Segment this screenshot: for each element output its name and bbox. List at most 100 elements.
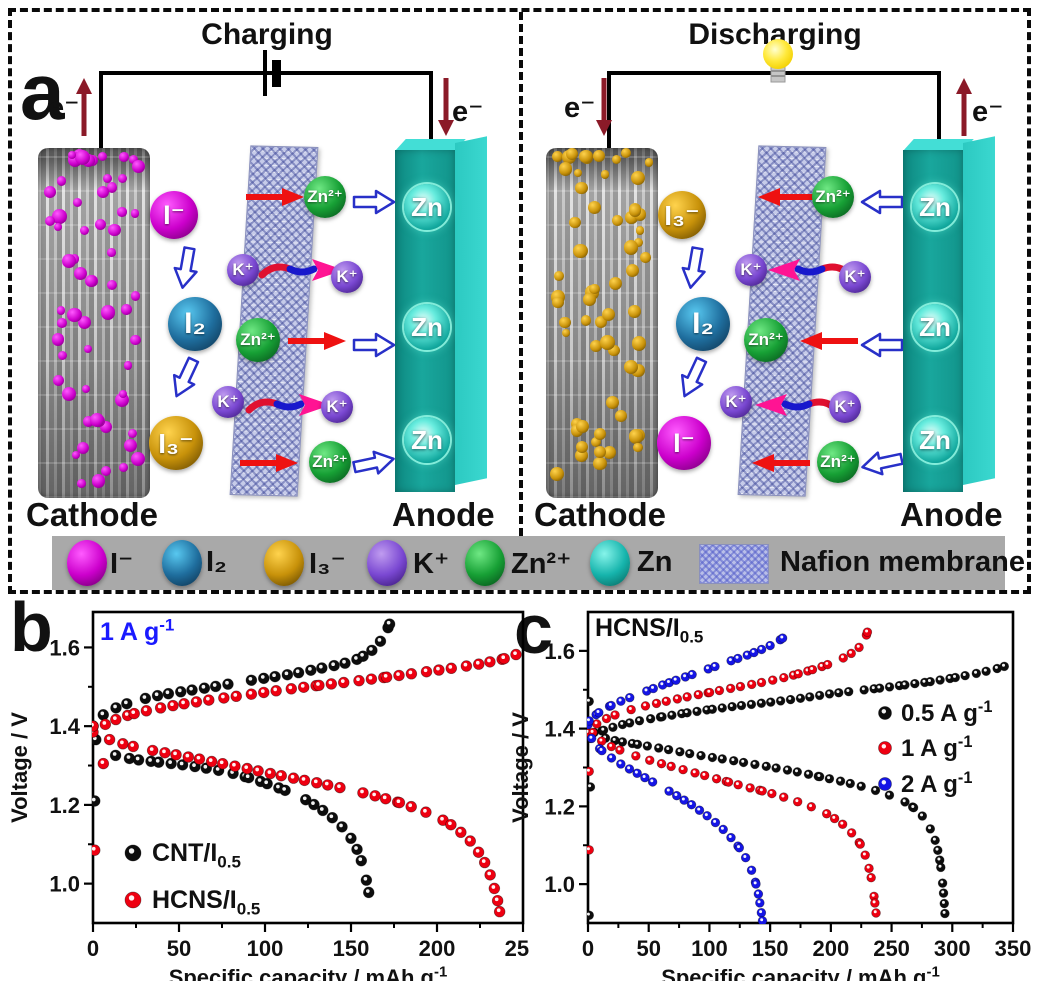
cathode-particle: [606, 396, 620, 409]
electron-label: e⁻: [564, 92, 596, 124]
svg-text:50: 50: [636, 936, 660, 961]
red-arrow-icon: [288, 332, 346, 350]
cathode-particle: [644, 157, 654, 167]
cathode-label: Cathode: [26, 496, 158, 533]
cathode-particle: [66, 307, 82, 323]
cathode-particle: [89, 412, 105, 428]
svg-text:100: 100: [247, 936, 284, 961]
electron-label: e⁻: [452, 96, 484, 128]
cathode-particle: [53, 222, 62, 231]
cathode-particle: [56, 306, 66, 315]
triiodide-sphere: I₃⁻: [658, 191, 706, 239]
cathode-particle: [131, 291, 141, 301]
cathode-particle: [62, 387, 77, 402]
cathode-particle: [129, 154, 139, 164]
data-series-group: [587, 627, 1010, 924]
svg-text:350: 350: [995, 936, 1032, 961]
cathode-particle: [45, 215, 56, 227]
x-axis-title: Specific capacity / mAh g-1: [661, 964, 940, 981]
cathode-particle: [119, 152, 129, 163]
hollow-arrow-icon: [860, 332, 904, 358]
cathode-particle: [579, 149, 593, 164]
cathode-particle: [68, 150, 77, 159]
cathode-particle: [633, 442, 643, 453]
cathode-particle: [625, 264, 639, 278]
zinc_ion-sphere: Zn²⁺: [236, 318, 280, 362]
cathode-particle: [593, 445, 607, 459]
cathode-particle: [588, 200, 602, 214]
svg-text:200: 200: [812, 936, 849, 961]
cathode-particle: [575, 420, 589, 434]
potassium-sphere: K⁺: [331, 261, 363, 293]
cathode-particle: [561, 328, 571, 338]
red-arrow-icon: [752, 454, 810, 472]
cathode-particle: [628, 429, 643, 444]
hollow-arrow-icon: [861, 451, 904, 476]
section-title: Charging: [201, 18, 333, 51]
cathode-particle: [94, 219, 106, 231]
cathode-particle: [119, 390, 128, 399]
potassium-sphere: K⁺: [720, 386, 752, 418]
svg-text:1.4: 1.4: [49, 714, 80, 739]
y-axis-title: Voltage / V: [7, 712, 32, 823]
cathode-particle: [77, 316, 91, 330]
legend-swatch-membrane: [699, 544, 769, 584]
hollow-arrow-icon: [680, 356, 708, 398]
anode-side-face: [455, 136, 487, 485]
cathode-particle: [123, 361, 133, 370]
cathode-particle: [550, 467, 565, 482]
cathode-particle: [580, 315, 592, 327]
red-arrow-icon: [758, 188, 816, 206]
electron-arrow-icon: [596, 78, 612, 136]
data-series-group: [92, 618, 522, 918]
zinc_ion-sphere: Zn²⁺: [309, 441, 351, 483]
svg-text:150: 150: [333, 936, 370, 961]
svg-text:150: 150: [752, 936, 789, 961]
chart-legend-label: 2 A g-1: [901, 769, 972, 798]
k-transfer-arrow-icon: [258, 259, 344, 281]
cathode-particle: [593, 457, 607, 471]
cathode-particle: [552, 151, 563, 162]
electron-arrow-icon: [438, 78, 454, 136]
cathode-particle: [608, 344, 620, 357]
potassium-sphere: K⁺: [227, 254, 259, 286]
cathode-particle: [628, 304, 642, 318]
chart-c: 0 50 100 150 200 250 300 350 1.0 1.2 1.4 1.6 Specifi…: [508, 598, 1039, 981]
circuit-wire-right: [937, 71, 941, 193]
red-arrow-icon: [240, 454, 298, 472]
zinc-deposit: Zn: [404, 304, 450, 350]
legend-sphere-iodide: [67, 540, 107, 586]
zinc-deposit: Zn: [912, 304, 958, 350]
anode-label: Anode: [392, 496, 495, 533]
cathode-particle: [554, 271, 565, 282]
cathode-particle: [603, 446, 617, 460]
cathode-particle: [123, 438, 138, 453]
potassium-sphere: K⁺: [829, 391, 861, 423]
cathode-particle: [589, 283, 600, 294]
k-transfer-arrow-icon: [245, 394, 331, 416]
svg-text:1.4: 1.4: [544, 717, 575, 742]
cathode-particle: [80, 226, 90, 236]
zinc_ion-sphere: Zn²⁺: [304, 176, 346, 218]
svg-text:1.2: 1.2: [544, 794, 575, 819]
legend-sphere-potassium: [367, 540, 407, 586]
cathode-particle: [57, 318, 67, 328]
zinc-deposit: Zn: [912, 184, 958, 230]
zinc_ion-sphere: Zn²⁺: [812, 176, 854, 218]
cathode-particle: [590, 340, 603, 353]
svg-text:300: 300: [934, 936, 971, 961]
panel-a-inner: a Charging e⁻ e⁻ Cathode I⁻ I₂ I₃⁻ Zn²⁺ Zn²⁺ Zn²⁺…: [12, 12, 1027, 590]
cathode-particle: [575, 440, 588, 453]
potassium-sphere: K⁺: [735, 254, 767, 286]
svg-text:200: 200: [419, 936, 456, 961]
cathode-particle: [573, 169, 582, 178]
legend-bar: I⁻ I₂ I₃⁻ K⁺ Zn²⁺ Zn Nafion membrane: [52, 536, 1025, 590]
cathode-particle: [593, 150, 606, 163]
cathode-particle: [98, 151, 108, 161]
cathode-particle: [108, 223, 121, 237]
section-charging: Charging e⁻ e⁻ Cathode I⁻ I₂ I₃⁻ Zn²⁺ Zn²⁺ Zn²⁺ K⁺…: [12, 12, 519, 536]
cathode-particle: [583, 293, 596, 306]
electron-label: e⁻: [48, 92, 80, 124]
cathode-particle: [107, 182, 118, 193]
